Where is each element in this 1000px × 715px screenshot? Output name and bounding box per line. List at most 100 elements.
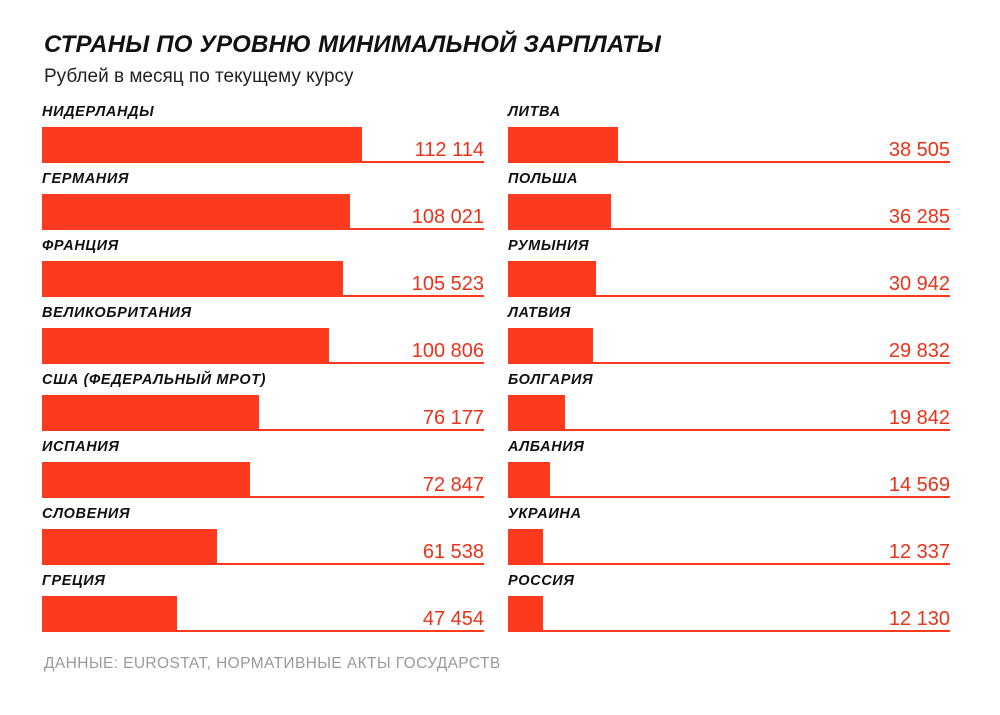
bar-row: ВЕЛИКОБРИТАНИЯ 100 806 — [42, 301, 484, 368]
country-label: ГЕРМАНИЯ — [42, 171, 129, 187]
bar-row: ЛАТВИЯ 29 832 — [508, 301, 950, 368]
bar — [42, 596, 177, 632]
value-label: 72 847 — [423, 475, 484, 495]
country-label: ИСПАНИЯ — [42, 439, 119, 455]
bar-row: УКРАИНА 12 337 — [508, 502, 950, 569]
value-label: 112 114 — [415, 140, 484, 160]
country-label: ЛИТВА — [508, 104, 561, 120]
bar — [42, 328, 329, 364]
bar-track: 72 847 — [42, 462, 484, 498]
country-label: РУМЫНИЯ — [508, 238, 589, 254]
bar-baseline — [508, 362, 950, 364]
bar-row: АЛБАНИЯ 14 569 — [508, 435, 950, 502]
bar-row: ПОЛЬША 36 285 — [508, 167, 950, 234]
bar — [42, 261, 343, 297]
value-label: 38 505 — [889, 140, 950, 160]
bar-track: 36 285 — [508, 194, 950, 230]
bar — [508, 596, 543, 632]
bar-row: ИСПАНИЯ 72 847 — [42, 435, 484, 502]
bar-track: 29 832 — [508, 328, 950, 364]
country-label: АЛБАНИЯ — [508, 439, 584, 455]
bar — [42, 194, 350, 230]
bar-baseline — [508, 295, 950, 297]
bar-row: НИДЕРЛАНДЫ 112 114 — [42, 100, 484, 167]
bar-track: 12 337 — [508, 529, 950, 565]
bar — [42, 395, 259, 431]
value-label: 47 454 — [423, 609, 484, 629]
bar — [508, 261, 596, 297]
bar-track: 14 569 — [508, 462, 950, 498]
value-label: 100 806 — [412, 341, 484, 361]
bar-track: 105 523 — [42, 261, 484, 297]
country-label: ПОЛЬША — [508, 171, 578, 187]
bar-track: 100 806 — [42, 328, 484, 364]
bar-track: 30 942 — [508, 261, 950, 297]
bar — [508, 529, 543, 565]
country-label: НИДЕРЛАНДЫ — [42, 104, 154, 120]
bar — [508, 462, 550, 498]
bar-row: ЛИТВА 38 505 — [508, 100, 950, 167]
bar — [508, 395, 565, 431]
bar — [42, 127, 362, 163]
bar — [42, 462, 250, 498]
value-label: 14 569 — [889, 475, 950, 495]
country-label: ФРАНЦИЯ — [42, 238, 119, 254]
country-label: РОССИЯ — [508, 573, 575, 589]
country-label: ГРЕЦИЯ — [42, 573, 105, 589]
bar-track: 19 842 — [508, 395, 950, 431]
bar — [508, 194, 611, 230]
bar-track: 112 114 — [42, 127, 484, 163]
bar-baseline — [42, 630, 484, 632]
bar — [508, 328, 593, 364]
bar-baseline — [508, 161, 950, 163]
bar-row: ГЕРМАНИЯ 108 021 — [42, 167, 484, 234]
bar-baseline — [508, 630, 950, 632]
value-label: 108 021 — [412, 207, 484, 227]
value-label: 76 177 — [423, 408, 484, 428]
bar-baseline — [42, 295, 484, 297]
country-label: ВЕЛИКОБРИТАНИЯ — [42, 305, 192, 321]
bar-track: 61 538 — [42, 529, 484, 565]
bar-track: 47 454 — [42, 596, 484, 632]
country-label: БОЛГАРИЯ — [508, 372, 593, 388]
value-label: 36 285 — [889, 207, 950, 227]
value-label: 61 538 — [423, 542, 484, 562]
value-label: 12 337 — [889, 542, 950, 562]
chart-title: СТРАНЫ ПО УРОВНЮ МИНИМАЛЬНОЙ ЗАРПЛАТЫ — [44, 31, 661, 59]
country-label: ЛАТВИЯ — [508, 305, 571, 321]
bar-track: 12 130 — [508, 596, 950, 632]
bar-baseline — [508, 496, 950, 498]
bar-row: ГРЕЦИЯ 47 454 — [42, 569, 484, 636]
bar-baseline — [508, 228, 950, 230]
value-label: 12 130 — [889, 609, 950, 629]
bar-baseline — [42, 161, 484, 163]
country-label: УКРАИНА — [508, 506, 582, 522]
value-label: 30 942 — [889, 274, 950, 294]
bar-track: 38 505 — [508, 127, 950, 163]
bar-baseline — [42, 563, 484, 565]
chart-column-right: ЛИТВА 38 505 ПОЛЬША 36 285 РУМЫНИЯ 30 942 ЛАТВ… — [508, 100, 950, 636]
country-label: СЛОВЕНИЯ — [42, 506, 130, 522]
bar-track: 76 177 — [42, 395, 484, 431]
bar-track: 108 021 — [42, 194, 484, 230]
bar — [508, 127, 618, 163]
chart-subtitle: Рублей в месяц по текущему курсу — [44, 66, 354, 88]
bar-row: СЛОВЕНИЯ 61 538 — [42, 502, 484, 569]
bar-baseline — [42, 228, 484, 230]
value-label: 29 832 — [889, 341, 950, 361]
bar-row: РОССИЯ 12 130 — [508, 569, 950, 636]
value-label: 105 523 — [412, 274, 484, 294]
bar-baseline — [42, 429, 484, 431]
bar-baseline — [508, 563, 950, 565]
chart-column-left: НИДЕРЛАНДЫ 112 114 ГЕРМАНИЯ 108 021 ФРАНЦИЯ 1… — [42, 100, 484, 636]
bar-row: ФРАНЦИЯ 105 523 — [42, 234, 484, 301]
bar-baseline — [42, 496, 484, 498]
value-label: 19 842 — [889, 408, 950, 428]
bar-row: БОЛГАРИЯ 19 842 — [508, 368, 950, 435]
bar-row: РУМЫНИЯ 30 942 — [508, 234, 950, 301]
bar-baseline — [508, 429, 950, 431]
bar-row: США (ФЕДЕРАЛЬНЫЙ МРОТ) 76 177 — [42, 368, 484, 435]
source-note: ДАННЫЕ: EUROSTAT, НОРМАТИВНЫЕ АКТЫ ГОСУД… — [44, 655, 501, 673]
bar-baseline — [42, 362, 484, 364]
country-label: США (ФЕДЕРАЛЬНЫЙ МРОТ) — [42, 372, 266, 388]
